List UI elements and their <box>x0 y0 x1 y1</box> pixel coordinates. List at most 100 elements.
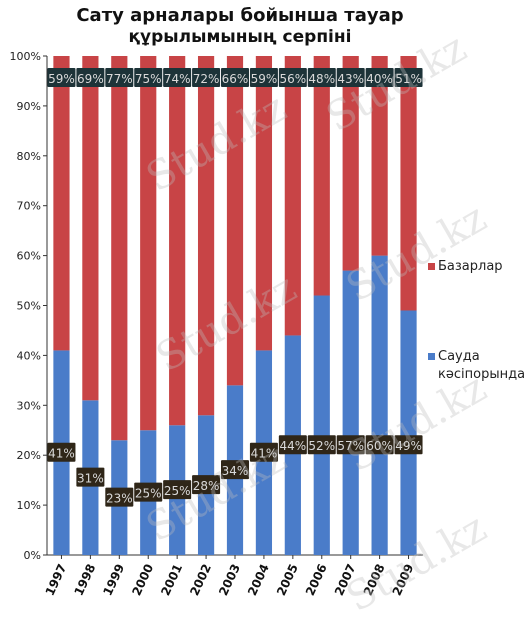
data-label-box <box>249 68 278 87</box>
bar-retail-2007 <box>342 270 359 555</box>
data-label-box <box>47 442 76 462</box>
data-label-box <box>163 68 192 87</box>
data-label: 51% <box>395 72 422 86</box>
data-label: 31% <box>77 472 104 486</box>
data-label: 44% <box>280 439 307 453</box>
x-tick-label: 2004 <box>245 562 272 598</box>
data-label-box <box>76 68 105 87</box>
legend-swatch <box>428 353 435 360</box>
data-label-box <box>394 68 423 87</box>
data-label-box <box>134 68 163 87</box>
data-label-box <box>76 467 105 487</box>
bar-retail-2006 <box>313 295 330 555</box>
chart-title-line1: Сату арналары бойынша тауар <box>76 5 404 26</box>
data-label-box <box>192 68 221 87</box>
x-tick-label: 1997 <box>43 562 70 598</box>
data-label: 60% <box>366 439 393 453</box>
data-label: 48% <box>308 72 335 86</box>
chart-title-line2: құрылымының серпіні <box>128 27 352 47</box>
y-tick-label: 30% <box>17 399 41 412</box>
bar-bazaar-2001 <box>169 56 186 426</box>
data-label-box <box>47 68 76 87</box>
data-label: 49% <box>395 439 422 453</box>
data-label: 34% <box>222 464 249 478</box>
bar-bazaar-2008 <box>371 56 388 256</box>
x-tick-label: 2003 <box>216 562 243 598</box>
data-label-box <box>105 487 134 507</box>
data-label: 25% <box>164 484 191 498</box>
y-tick-label: 40% <box>17 349 41 362</box>
data-label: 66% <box>222 72 249 86</box>
bar-bazaar-2007 <box>342 56 359 271</box>
x-tick-label: 2006 <box>303 562 330 598</box>
y-tick-label: 80% <box>17 150 41 163</box>
data-label-box <box>336 435 365 455</box>
data-label-box <box>278 435 307 455</box>
data-label: 41% <box>251 447 278 461</box>
y-tick-label: 20% <box>17 449 41 462</box>
data-label: 72% <box>193 72 220 86</box>
y-tick-label: 60% <box>17 250 41 263</box>
bar-bazaar-2003 <box>226 56 244 386</box>
bar-retail-2008 <box>371 255 388 555</box>
bar-bazaar-2009 <box>400 56 417 311</box>
x-tick-label: 2007 <box>332 562 359 598</box>
x-tick-label: 1999 <box>100 562 127 598</box>
data-label-box <box>365 435 394 455</box>
data-label: 43% <box>337 72 364 86</box>
y-tick-label: 90% <box>17 100 41 113</box>
bar-bazaar-1997 <box>53 56 70 351</box>
data-label-box <box>365 68 394 87</box>
x-tick-label: 2008 <box>361 562 388 598</box>
data-label-box <box>192 475 221 495</box>
data-label: 56% <box>280 72 307 86</box>
data-label-box <box>105 68 134 87</box>
chart-area: 0%10%20%30%40%50%60%70%80%90%100%1997 199… <box>10 50 526 598</box>
bar-bazaar-2005 <box>284 56 301 336</box>
x-tick-label: 2001 <box>158 562 185 598</box>
bar-bazaar-1999 <box>111 56 128 441</box>
legend-swatch <box>428 263 435 270</box>
data-label-box <box>336 68 365 87</box>
y-tick-label: 70% <box>17 200 41 213</box>
y-tick-label: 0% <box>24 549 41 562</box>
data-label: 23% <box>106 492 133 506</box>
x-tick-label: 1998 <box>72 562 99 598</box>
x-tick-label: 2000 <box>129 562 156 598</box>
bar-bazaar-1998 <box>82 56 99 401</box>
x-tick-label: 2002 <box>187 562 214 598</box>
legend-label: Базарлар <box>438 259 503 274</box>
data-label: 41% <box>48 447 75 461</box>
data-label: 57% <box>337 439 364 453</box>
data-label-box <box>221 68 249 87</box>
data-label-box <box>394 435 423 455</box>
legend-label: кәсіпорында <box>438 367 525 382</box>
y-tick-label: 50% <box>17 300 41 313</box>
data-label-box <box>221 460 249 480</box>
data-label: 77% <box>106 72 133 86</box>
y-tick-label: 100% <box>10 50 41 63</box>
data-label-box <box>134 482 163 502</box>
data-label-box <box>249 442 278 462</box>
data-label-box <box>307 68 336 87</box>
data-label: 40% <box>366 72 393 86</box>
data-label: 25% <box>135 487 162 501</box>
x-tick-label: 2005 <box>274 562 301 598</box>
data-label: 74% <box>164 72 191 86</box>
data-label-box <box>307 435 336 455</box>
data-label: 59% <box>251 72 278 86</box>
bar-bazaar-2006 <box>313 56 330 296</box>
data-label-box <box>163 480 192 500</box>
bar-bazaar-2000 <box>140 56 157 431</box>
data-label: 75% <box>135 72 162 86</box>
bar-bazaar-2004 <box>255 56 273 351</box>
data-label: 59% <box>48 72 75 86</box>
y-tick-label: 10% <box>17 499 41 512</box>
bar-retail-2009 <box>400 310 417 555</box>
x-tick-label: 2009 <box>390 562 417 598</box>
data-label: 28% <box>193 479 220 493</box>
data-label: 52% <box>308 439 335 453</box>
legend-label: Сауда <box>438 349 480 364</box>
bar-bazaar-2002 <box>197 56 215 416</box>
data-label: 69% <box>77 72 104 86</box>
